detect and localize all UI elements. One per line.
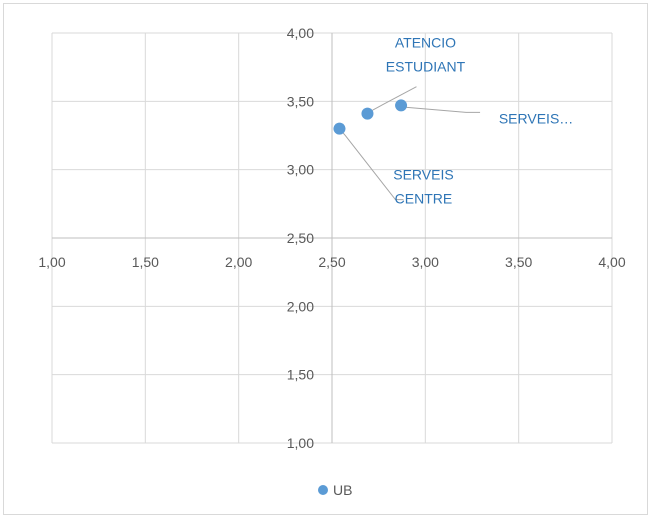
legend-label-ub: UB — [333, 482, 352, 498]
data-label: ATENCIO — [395, 35, 456, 51]
data-label: ESTUDIANT — [386, 59, 466, 75]
leader-line — [339, 128, 404, 201]
data-label: SERVEIS… — [499, 110, 573, 126]
data-labels: SERVEIS CENTRE ATENCIO ESTUDIANT SERVEIS… — [386, 35, 573, 207]
tick-labels: 1,00 1,50 2,00 2,50 3,00 3,50 4,00 1,00 1,50 2,00… — [38, 25, 625, 451]
data-points — [333, 99, 408, 135]
leader-lines — [339, 86, 481, 201]
y-tick-label: 1,50 — [287, 367, 314, 383]
data-label: SERVEIS — [393, 167, 453, 183]
y-tick-label: 2,00 — [287, 298, 314, 314]
x-tick-label: 3,50 — [505, 254, 532, 270]
data-label: CENTRE — [395, 191, 453, 207]
chart-area — [3, 3, 648, 515]
y-tick-label: 2,50 — [287, 230, 314, 246]
y-tick-label: 3,00 — [287, 162, 314, 178]
y-tick-label: 4,00 — [287, 25, 314, 41]
y-tick-label: 1,00 — [287, 435, 314, 451]
x-tick-label: 3,00 — [412, 254, 439, 270]
x-tick-label: 2,00 — [225, 254, 252, 270]
data-point — [333, 122, 346, 135]
axes — [52, 33, 612, 443]
x-tick-label: 4,00 — [598, 254, 625, 270]
y-tick-label: 3,50 — [287, 93, 314, 109]
x-tick-label: 2,50 — [318, 254, 345, 270]
legend-marker-ub — [318, 485, 328, 495]
leader-line — [400, 104, 481, 113]
x-tick-label: 1,50 — [132, 254, 159, 270]
x-tick-label: 1,00 — [38, 254, 65, 270]
leader-line — [367, 86, 417, 115]
data-point — [361, 107, 374, 120]
data-point — [395, 99, 408, 112]
legend: UB — [318, 482, 352, 498]
